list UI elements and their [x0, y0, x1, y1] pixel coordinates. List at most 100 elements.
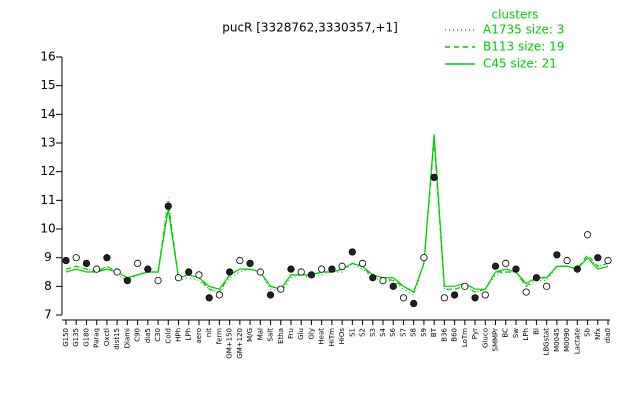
sample-point [399, 294, 408, 302]
x-tick-label: Gluco [481, 328, 489, 348]
x-tick-label: M0090 [563, 328, 571, 352]
x-tick-label: ferm [215, 328, 223, 345]
x-tick-label: GM+120 [236, 328, 244, 359]
x-tick-label: S6 [389, 327, 397, 336]
sample-point [133, 259, 142, 267]
x-tick-label: LBGstat [543, 328, 551, 356]
x-tick-label: G150 [62, 328, 70, 347]
y-tick-label: 15 [40, 78, 55, 92]
sample-point [440, 294, 448, 302]
x-tick-label: B60 [451, 328, 459, 342]
legend-label: A1735 size: 3 [483, 23, 564, 37]
x-tick-label: S9 [420, 328, 428, 337]
x-tick-label: BC [502, 328, 510, 338]
x-tick-label: B36 [440, 327, 448, 341]
sample-point [236, 256, 244, 265]
y-tick-label: 13 [40, 136, 55, 150]
sample-point [185, 268, 193, 276]
sample-point [103, 254, 111, 262]
chart-title: pucR [3328762,3330357,+1] [222, 21, 398, 35]
sample-point [461, 282, 469, 290]
x-tick-label: HiOs [338, 328, 346, 345]
sample-point [358, 259, 367, 267]
x-tick-label: dia0 [604, 328, 612, 343]
x-tick-label: Pyr [471, 328, 479, 339]
x-tick-label: S8 [410, 328, 418, 337]
sample-point [164, 202, 172, 210]
sample-point [604, 256, 612, 265]
x-tick-label: G180 [82, 328, 90, 347]
x-tick-label: S2 [359, 328, 367, 337]
x-tick-label: LPh [522, 328, 530, 341]
sample-point [174, 274, 183, 282]
sample-point [338, 262, 346, 270]
y-tick-label: 8 [44, 279, 52, 293]
sample-point [307, 271, 316, 279]
sample-point [583, 231, 592, 239]
x-tick-label: S7 [399, 328, 407, 337]
x-tick-label: Mal [256, 328, 264, 340]
legend-label: C45 size: 21 [483, 57, 557, 71]
x-tick-label: Bl [532, 328, 540, 335]
x-tick-label: HiTm [328, 328, 336, 346]
x-tick-label: Nfx [594, 328, 602, 340]
y-tick-label: 10 [40, 222, 55, 236]
sample-point [154, 276, 162, 285]
y-tick-label: 11 [40, 193, 55, 207]
sample-point [277, 285, 285, 293]
sample-point [215, 291, 223, 299]
x-tick-label: Glu [297, 328, 305, 340]
x-tick-label: M0045 [553, 328, 561, 352]
series-line [65, 134, 609, 293]
sample-point [72, 254, 80, 262]
sample-point [563, 256, 571, 265]
legend-title: clusters [491, 8, 538, 22]
x-tick-label: LoTm [461, 328, 469, 347]
x-tick-label: M/G [246, 328, 254, 342]
x-tick-label: SMMPr [492, 328, 500, 352]
sample-point [369, 274, 377, 282]
sample-point [502, 259, 510, 267]
y-tick-label: 7 [44, 308, 52, 322]
sample-point [82, 259, 91, 267]
x-tick-label: Diami [123, 328, 131, 348]
x-tick-label: Oxctl [103, 328, 111, 346]
sample-point [420, 254, 428, 262]
x-tick-label: Heat [318, 328, 326, 345]
sample-point [348, 248, 356, 256]
x-tick-label: nit [205, 328, 213, 337]
y-tick-label: 16 [40, 50, 55, 64]
x-tick-label: S4 [379, 327, 387, 336]
x-tick-label: aero [195, 328, 203, 344]
x-tick-label: Sw [512, 328, 520, 338]
sample-point [553, 251, 561, 259]
sample-point [491, 262, 500, 270]
sample-point [62, 256, 70, 265]
sample-point [573, 265, 581, 273]
x-tick-label: S1 [348, 328, 356, 337]
x-tick-label: Lactate [573, 328, 581, 354]
sample-point [328, 265, 336, 273]
x-tick-label: Cold [164, 328, 172, 344]
sample-point [451, 291, 459, 299]
sample-point [410, 299, 418, 308]
sample-point [318, 265, 326, 273]
x-tick-label: dia5 [144, 328, 152, 343]
sample-point [144, 265, 152, 273]
x-tick-label: Etha [277, 328, 285, 344]
sample-point [123, 276, 131, 285]
legend-label: B113 size: 19 [483, 40, 564, 54]
sample-point [594, 254, 602, 262]
sample-point [113, 268, 121, 276]
sample-point [246, 259, 254, 267]
sample-point [522, 288, 530, 296]
x-tick-label: dist15 [113, 328, 121, 350]
sample-point [471, 294, 479, 302]
x-tick-label: BT [430, 327, 438, 337]
sample-point [226, 268, 234, 276]
x-tick-label: G135 [72, 328, 80, 347]
sample-point [389, 282, 397, 290]
sample-point [266, 291, 275, 299]
